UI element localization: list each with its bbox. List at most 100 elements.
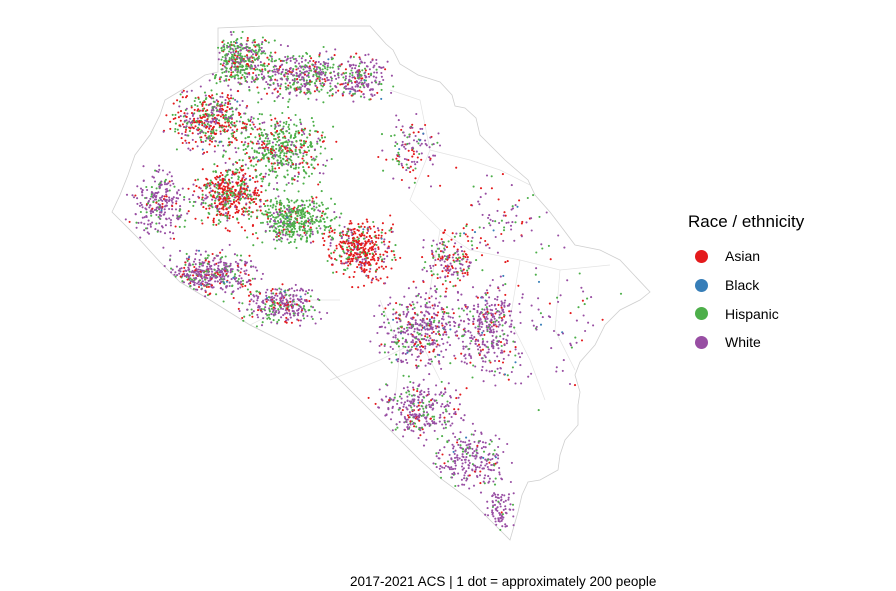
population-dot bbox=[210, 134, 213, 138]
population-dot bbox=[274, 167, 277, 170]
population-dot bbox=[486, 291, 489, 294]
population-dot bbox=[349, 87, 352, 90]
population-dot bbox=[214, 76, 217, 79]
population-dot bbox=[220, 58, 223, 61]
population-dot bbox=[276, 301, 279, 305]
population-dot bbox=[170, 175, 173, 178]
population-dot bbox=[172, 102, 175, 105]
population-dot bbox=[292, 207, 295, 210]
population-dot bbox=[293, 175, 296, 178]
population-dot bbox=[497, 303, 500, 306]
population-dot bbox=[260, 143, 264, 146]
population-dot bbox=[128, 220, 131, 223]
population-dot bbox=[239, 186, 242, 189]
population-dot bbox=[298, 289, 302, 292]
population-dot bbox=[329, 242, 332, 245]
population-dot bbox=[182, 115, 185, 118]
population-dot bbox=[244, 210, 247, 213]
population-dot bbox=[442, 355, 445, 359]
population-dot bbox=[212, 97, 215, 100]
population-dot bbox=[474, 365, 477, 368]
population-dot bbox=[503, 332, 506, 336]
population-dot bbox=[218, 175, 221, 178]
population-dot bbox=[230, 94, 233, 97]
population-dot bbox=[189, 285, 192, 288]
population-dot bbox=[329, 244, 332, 247]
population-dot bbox=[276, 133, 279, 136]
population-dot bbox=[225, 272, 228, 275]
population-dot bbox=[261, 68, 264, 71]
population-dot bbox=[249, 123, 252, 127]
population-dot bbox=[272, 145, 275, 148]
population-dot bbox=[145, 211, 148, 214]
population-dot bbox=[449, 324, 452, 327]
population-dot bbox=[277, 155, 280, 158]
population-dot bbox=[279, 207, 283, 210]
population-dot bbox=[309, 143, 313, 146]
population-dot bbox=[307, 61, 310, 64]
population-dot bbox=[279, 225, 282, 228]
population-dot bbox=[494, 307, 498, 311]
population-dot bbox=[215, 178, 218, 181]
population-dot bbox=[224, 99, 227, 102]
population-dot bbox=[149, 223, 152, 226]
population-dot bbox=[257, 91, 260, 94]
population-dot bbox=[279, 120, 282, 123]
population-dot bbox=[280, 229, 284, 232]
population-dot bbox=[343, 225, 346, 228]
population-dot bbox=[272, 224, 275, 228]
population-dot bbox=[279, 77, 282, 80]
population-dot bbox=[169, 218, 173, 222]
population-dot bbox=[373, 71, 376, 74]
population-dot bbox=[320, 88, 323, 91]
population-dot bbox=[303, 212, 306, 215]
population-dot bbox=[320, 214, 323, 217]
population-dot bbox=[285, 61, 288, 64]
population-dot bbox=[422, 345, 425, 348]
population-dot bbox=[384, 68, 387, 71]
population-dot bbox=[378, 326, 381, 329]
population-dot bbox=[209, 96, 212, 99]
population-dot bbox=[257, 117, 260, 120]
population-dot bbox=[304, 293, 307, 296]
population-dot bbox=[230, 141, 234, 144]
population-dot bbox=[141, 189, 144, 192]
population-dot bbox=[206, 114, 209, 117]
population-dot bbox=[495, 319, 498, 322]
population-dot bbox=[429, 337, 432, 340]
population-dot bbox=[259, 209, 262, 212]
population-dot bbox=[212, 118, 215, 121]
population-dot bbox=[231, 270, 234, 273]
population-dot bbox=[183, 112, 186, 115]
population-dot bbox=[196, 145, 199, 148]
population-dot bbox=[370, 237, 373, 240]
population-dot bbox=[387, 246, 391, 250]
population-dot bbox=[313, 221, 316, 224]
population-dot bbox=[289, 293, 292, 296]
population-dot bbox=[287, 181, 290, 185]
population-dot bbox=[205, 103, 208, 106]
population-dot bbox=[298, 214, 302, 217]
population-dot bbox=[351, 76, 354, 79]
population-dot bbox=[184, 263, 187, 266]
population-dot bbox=[275, 202, 278, 205]
population-dot bbox=[338, 232, 342, 235]
population-dot bbox=[301, 65, 304, 68]
population-dot bbox=[464, 305, 467, 308]
population-dot bbox=[375, 76, 378, 79]
population-dot bbox=[232, 191, 235, 194]
population-dot bbox=[244, 141, 247, 144]
population-dot bbox=[302, 155, 305, 158]
population-dot bbox=[201, 280, 204, 283]
population-dot bbox=[252, 39, 255, 42]
population-dot bbox=[258, 122, 261, 125]
population-dot bbox=[222, 200, 225, 203]
population-dot bbox=[352, 92, 355, 96]
population-dot bbox=[419, 359, 422, 362]
population-dot bbox=[323, 228, 326, 232]
population-dot bbox=[268, 313, 271, 316]
population-dot bbox=[333, 257, 337, 261]
population-dot bbox=[367, 82, 370, 86]
population-dot bbox=[371, 241, 374, 244]
population-dot bbox=[224, 265, 227, 268]
